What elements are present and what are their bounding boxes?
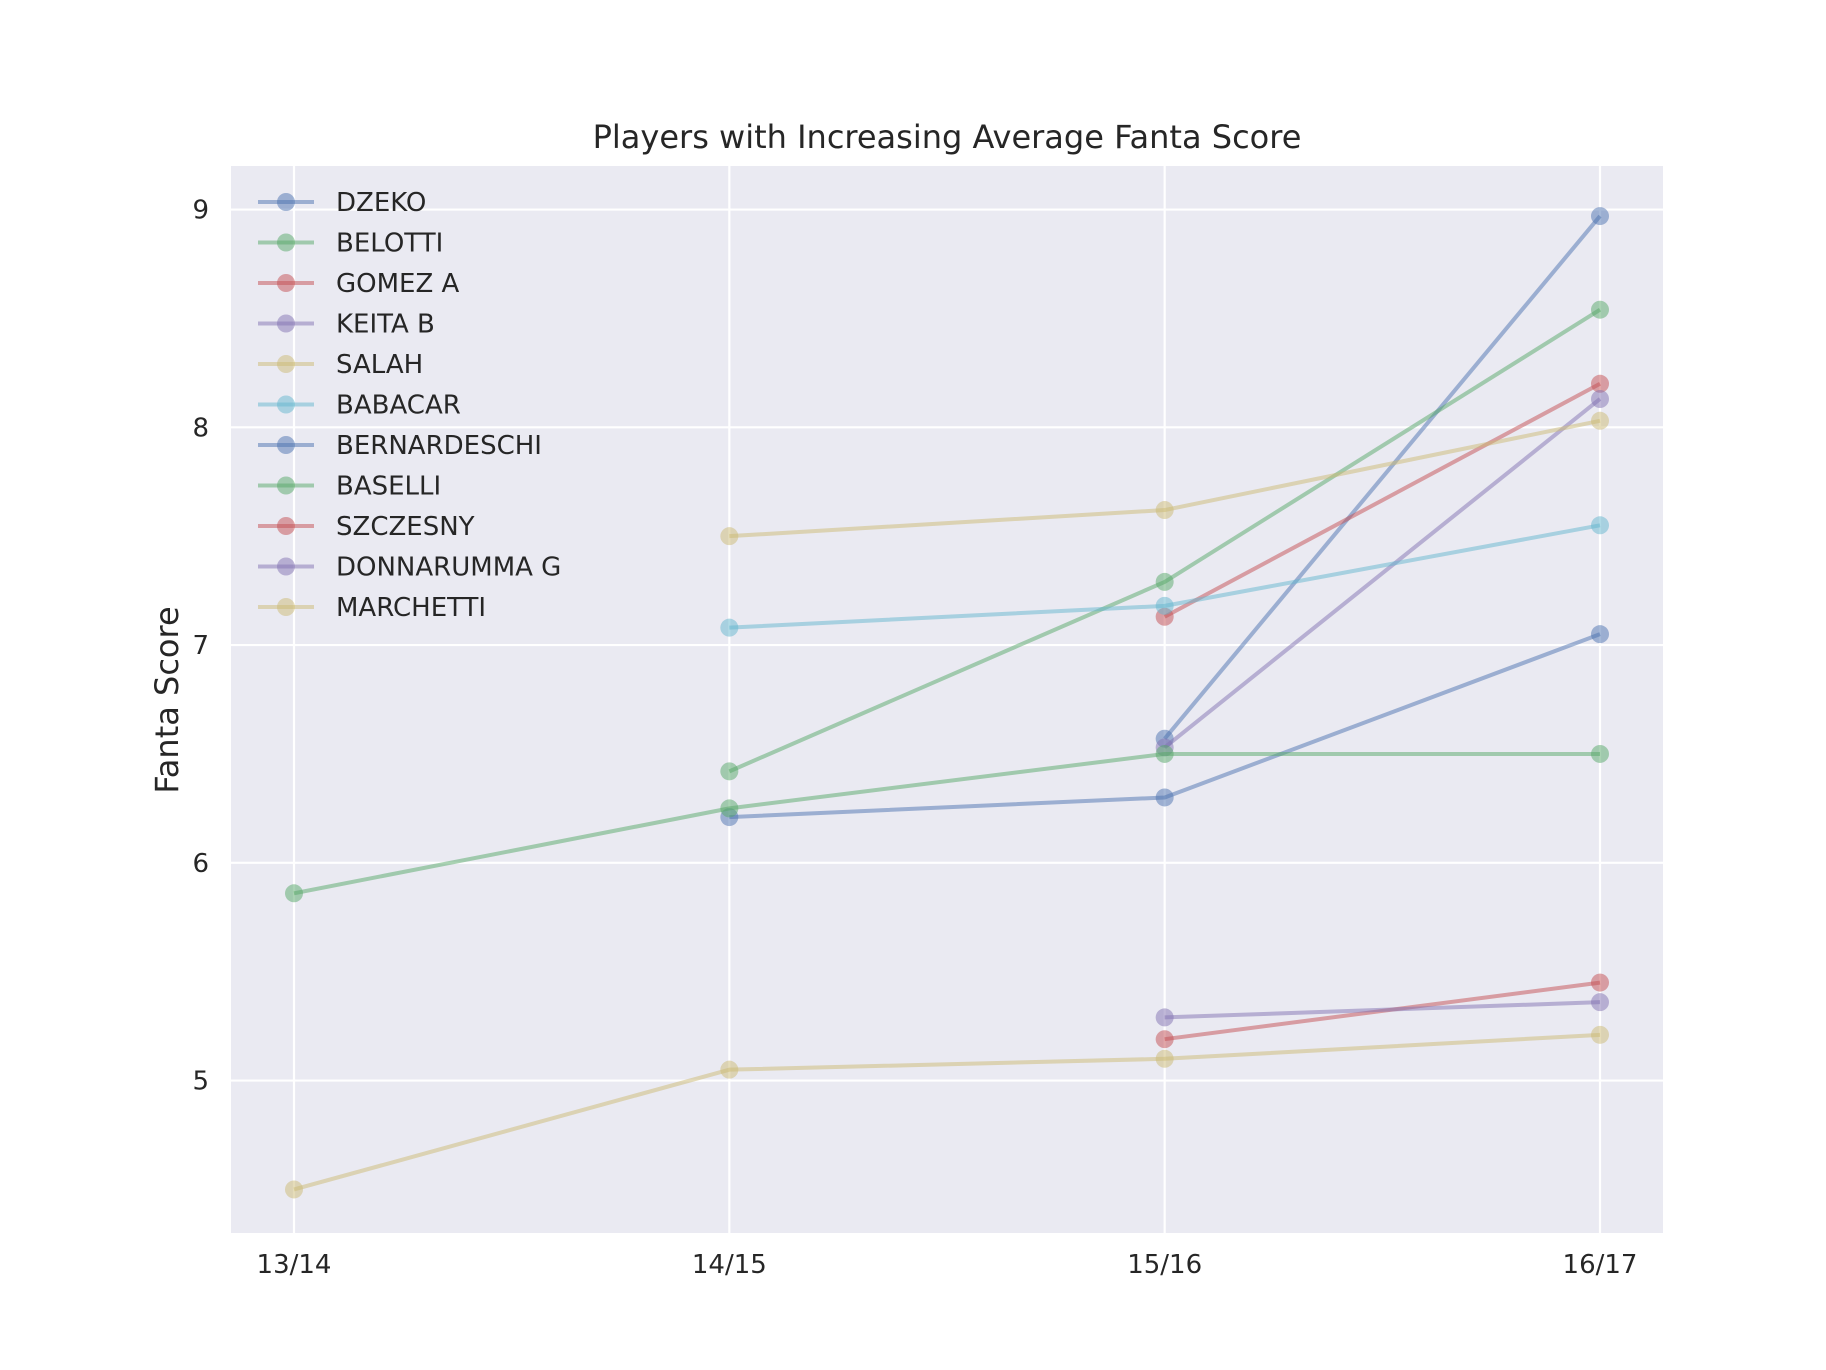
legend-label: BELOTTI [336,229,443,259]
data-point [1591,993,1609,1012]
series-line [1163,397,1602,749]
data-point [1155,501,1174,520]
legend-label: DONNARUMMA G [336,553,561,583]
legend-item: BERNARDESCHI [258,431,542,461]
series-salah [720,411,1609,546]
data-point [720,762,739,781]
plot-background [231,166,1663,1233]
y-tick-label: 9 [192,196,209,226]
data-point [1591,625,1609,644]
grid-lines [231,166,1663,1233]
data-point [1591,389,1609,408]
legend-item: BASELLI [258,472,441,502]
x-tick-label: 15/16 [1127,1250,1202,1280]
data-point [1155,788,1174,807]
series-line [293,1032,1601,1192]
legend-marker [277,598,295,616]
legend-item: DONNARUMMA G [258,553,561,583]
legend-marker [277,436,295,454]
data-point [1155,1008,1174,1027]
legend-label: BASELLI [336,472,441,502]
tick-labels: 13/14 14/15 15/16 16/17 5 6 7 8 9 [192,196,1637,1280]
data-point [1591,744,1609,763]
series-layer [285,207,1609,1199]
data-point [1591,207,1609,226]
data-point [1591,374,1609,393]
data-point [720,618,739,637]
x-tick-label: 14/15 [692,1250,767,1280]
data-point [720,1060,739,1079]
series-line [1163,381,1601,619]
legend-label: SZCZESNY [336,512,475,542]
series-marchetti [285,1025,1609,1199]
data-point [1591,516,1609,535]
series-line [1164,1000,1601,1020]
legend-marker [277,314,295,333]
legend-label: BERNARDESCHI [336,431,542,461]
legend-item: GOMEZ A [258,269,460,299]
legend-item: SALAH [258,350,423,380]
data-point [720,527,739,546]
y-tick-label: 6 [192,849,209,879]
legend-marker [277,274,295,292]
data-point [1155,596,1174,615]
y-tick-label: 7 [192,631,209,661]
legend-label: GOMEZ A [336,269,460,299]
series-baselli [285,744,1609,903]
legend-marker [277,233,295,252]
legend: DZEKO BELOTTI GOMEZ A KEITA B SALAH BABACAR BE… [258,188,561,623]
legend-item: DZEKO [258,188,426,218]
y-tick-label: 8 [192,413,209,443]
legend-item: SZCZESNY [258,512,475,542]
data-point [1591,973,1609,992]
x-tick-label: 13/14 [257,1250,332,1280]
y-tick-label: 5 [192,1067,209,1097]
series-line [1163,214,1602,740]
legend-label: KEITA B [336,310,435,340]
data-point [1591,300,1609,319]
legend-marker [277,476,295,495]
legend-item: KEITA B [258,310,435,340]
data-point [1155,1030,1174,1049]
series-belotti [720,300,1609,781]
legend-item: MARCHETTI [258,593,486,623]
series-donnarumma-g [1155,993,1609,1027]
data-point [1155,1049,1174,1068]
legend-label: BABACAR [336,391,461,421]
data-point [285,884,303,903]
legend-marker [277,557,295,576]
x-tick-label: 16/17 [1563,1250,1638,1280]
data-point [720,799,739,818]
data-point [285,1180,303,1199]
series-babacar [720,516,1609,637]
legend-item: BELOTTI [258,229,443,259]
legend-label: DZEKO [336,188,426,218]
legend-marker [277,517,295,535]
legend-marker [277,395,295,414]
data-point [1591,411,1609,430]
legend-marker [277,193,295,211]
data-point [1591,1025,1609,1044]
legend-item: BABACAR [258,391,461,421]
series-line [293,751,1600,896]
data-point [1155,744,1174,763]
chart-title: Players with Increasing Average Fanta Sc… [593,118,1302,156]
y-axis-label: Fanta Score [148,606,186,793]
legend-label: MARCHETTI [336,593,486,623]
legend-marker [277,355,295,373]
legend-label: SALAH [336,350,423,380]
data-point [1155,572,1174,591]
